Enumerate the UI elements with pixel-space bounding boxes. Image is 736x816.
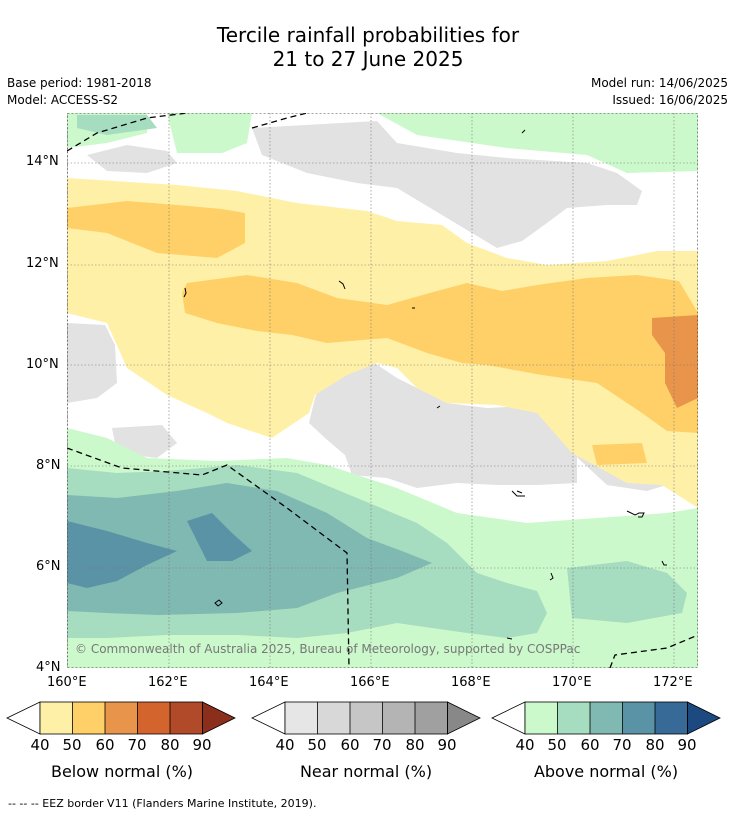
lat-label-4n: 4°N — [36, 660, 61, 675]
eez-footnote: -- -- -- EEZ border V11 (Flanders Marine… — [8, 797, 317, 810]
near-normal-label: Near normal (%) — [299, 762, 433, 781]
near-normal-region-west — [67, 323, 117, 403]
above-tick-60: 60 — [580, 736, 600, 754]
near-normal-region-northwest — [87, 145, 177, 173]
above-normal-40-north-right — [377, 113, 698, 173]
below-swatch-4 — [137, 702, 170, 734]
above-tick-70: 70 — [612, 736, 632, 754]
above-normal-50-patch-east — [567, 561, 687, 623]
below-normal-50-core-west — [67, 201, 245, 258]
near-swatch-3 — [350, 702, 383, 734]
lat-label-10n: 10°N — [26, 357, 59, 372]
below-normal-50-patch-east — [592, 443, 647, 465]
near-tick-70: 70 — [372, 736, 392, 754]
lon-label-166e: 166°E — [350, 675, 390, 690]
model-run: Model run: 14/06/2025 — [590, 76, 728, 90]
near-normal-region-central — [309, 358, 577, 488]
above-normal-70-patch-west — [67, 521, 177, 588]
near-swatch-4 — [382, 702, 415, 734]
above-tick-90: 90 — [677, 736, 697, 754]
below-tick-90: 90 — [192, 736, 212, 754]
above-swatch-2 — [557, 702, 590, 734]
below-normal-60-patch — [652, 315, 698, 408]
below-normal-label: Below normal (%) — [50, 762, 194, 781]
islands — [183, 129, 667, 640]
below-tick-50: 50 — [62, 736, 82, 754]
above-swatch-5 — [655, 702, 688, 734]
below-swatch-5 — [170, 702, 203, 734]
near-tick-50: 50 — [307, 736, 327, 754]
above-normal-label: Above normal (%) — [533, 762, 679, 781]
below-normal-50-core-central — [182, 275, 698, 433]
above-swatch-3 — [590, 702, 623, 734]
map-title-line1: Tercile rainfall probabilities for — [216, 23, 520, 47]
near-tick-60: 60 — [340, 736, 360, 754]
near-tick-40: 40 — [275, 736, 295, 754]
lon-label-160e: 160°E — [47, 675, 87, 690]
near-swatch-1 — [285, 702, 318, 734]
below-swatch-1 — [40, 702, 73, 734]
lon-label-170e: 170°E — [552, 675, 592, 690]
lon-label-172e: 172°E — [653, 675, 693, 690]
copyright-note: © Commonwealth of Australia 2025, Bureau… — [75, 642, 580, 656]
above-normal-70-patch-central — [187, 513, 252, 561]
model-name: Model: ACCESS-S2 — [7, 93, 119, 107]
lat-label-12n: 12°N — [26, 256, 59, 271]
above-tick-50: 50 — [547, 736, 567, 754]
lat-label-14n: 14°N — [26, 154, 59, 169]
below-swatch-2 — [72, 702, 105, 734]
near-normal-colorbar — [251, 701, 481, 735]
above-tick-40: 40 — [515, 736, 535, 754]
probability-map: © Commonwealth of Australia 2025, Bureau… — [67, 113, 698, 668]
below-tick-40: 40 — [30, 736, 50, 754]
lon-label-168e: 168°E — [451, 675, 491, 690]
below-tick-70: 70 — [127, 736, 147, 754]
lon-label-162e: 162°E — [148, 675, 188, 690]
base-period: Base period: 1981-2018 — [7, 76, 152, 90]
near-tick-90: 90 — [437, 736, 457, 754]
map-title-line2: 21 to 27 June 2025 — [272, 47, 464, 71]
gridlines — [67, 113, 698, 668]
lon-label-164e: 164°E — [249, 675, 289, 690]
near-swatch-2 — [317, 702, 350, 734]
below-tick-60: 60 — [95, 736, 115, 754]
near-tick-80: 80 — [405, 736, 425, 754]
issued-date: Issued: 16/06/2025 — [612, 93, 728, 107]
above-normal-colorbar — [491, 701, 721, 735]
lat-label-6n: 6°N — [36, 559, 61, 574]
above-tick-80: 80 — [645, 736, 665, 754]
above-swatch-1 — [525, 702, 558, 734]
above-swatch-4 — [622, 702, 655, 734]
above-normal-50-patch-north — [77, 115, 157, 135]
lat-label-8n: 8°N — [36, 458, 61, 473]
below-normal-colorbar — [6, 701, 236, 735]
below-swatch-3 — [105, 702, 138, 734]
below-normal-40-band — [67, 178, 698, 508]
below-tick-80: 80 — [160, 736, 180, 754]
near-normal-region-north — [252, 121, 642, 248]
above-normal-40-north-central — [167, 113, 252, 153]
eez-border — [67, 113, 698, 668]
near-swatch-5 — [415, 702, 448, 734]
